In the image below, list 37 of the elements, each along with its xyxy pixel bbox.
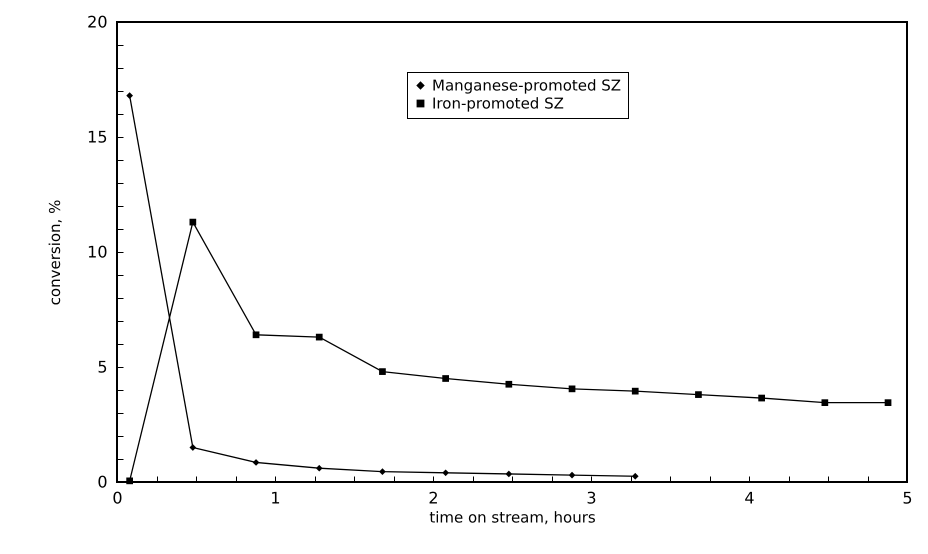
x-tick-label: 1	[270, 488, 281, 508]
x-tick-label: 3	[586, 488, 597, 508]
legend-label: Manganese-promoted SZ	[432, 76, 622, 94]
y-tick-label: 5	[97, 358, 108, 376]
point	[316, 464, 323, 472]
point	[126, 477, 133, 484]
point	[316, 334, 323, 340]
legend-label: Iron-promoted SZ	[432, 94, 564, 112]
point	[189, 218, 196, 226]
x-axis-title: time on stream, hours	[429, 508, 596, 526]
point	[632, 388, 639, 395]
y-tick-label: 15	[87, 128, 108, 146]
point	[505, 470, 512, 478]
point	[126, 92, 133, 99]
point	[821, 399, 828, 406]
point	[379, 368, 386, 375]
y-tick-label: 10	[87, 242, 108, 262]
x-tick-label: 5	[902, 488, 913, 508]
point	[884, 399, 892, 406]
y-tick-label: 20	[87, 12, 108, 32]
y-tick-label: 0	[97, 472, 108, 492]
point	[252, 459, 260, 466]
point	[505, 380, 512, 388]
x-tick-label: 4	[744, 488, 755, 508]
point	[189, 444, 196, 451]
point	[442, 375, 449, 382]
x-tick-label: 0	[112, 488, 123, 508]
point	[252, 331, 260, 338]
point	[632, 472, 639, 480]
point	[758, 394, 765, 402]
point	[568, 385, 576, 392]
x-tick-label: 2	[428, 488, 439, 508]
point	[695, 391, 702, 398]
point	[379, 468, 386, 476]
point	[568, 472, 576, 478]
y-axis-title: conversion, %	[46, 200, 64, 306]
point	[442, 469, 449, 476]
